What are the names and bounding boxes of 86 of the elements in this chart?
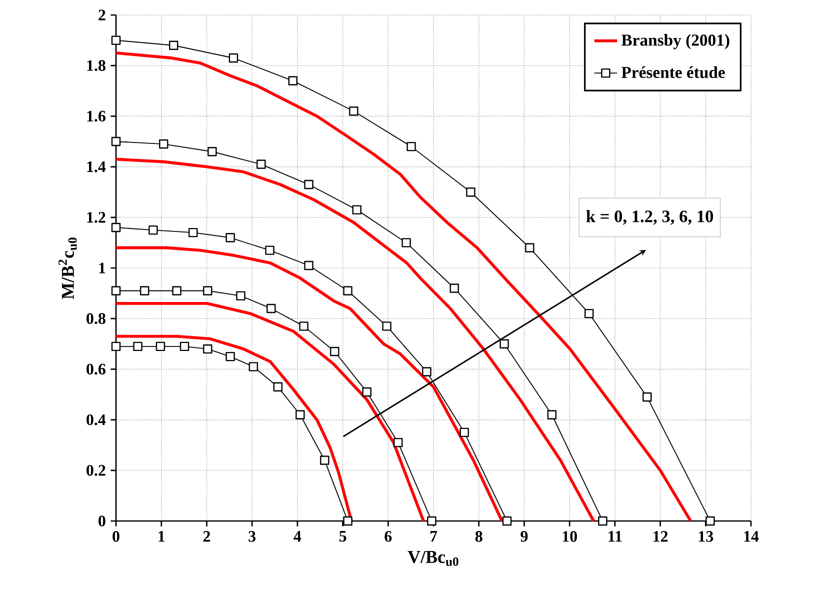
point: [208, 147, 217, 156]
point: [362, 387, 372, 397]
x-tick-label: 3: [248, 531, 256, 542]
y-tick-label: 0: [98, 516, 106, 526]
point: [642, 392, 652, 402]
y-tick-label: 1.4: [87, 161, 106, 172]
point: [236, 291, 246, 300]
x-tick-label: 1: [158, 531, 165, 542]
point: [256, 160, 266, 169]
annotation: k = 0, 1.2, 3, 6, 10: [586, 210, 714, 225]
x-tick-label: 7: [430, 531, 438, 542]
y-tick-label: 0.6: [86, 364, 106, 375]
y-tick-label: 0.2: [86, 464, 106, 476]
legend-label: Bransby (2001): [621, 34, 730, 50]
point: [382, 322, 392, 331]
point: [299, 322, 308, 331]
x-tick-label: 10: [562, 531, 577, 542]
point: [266, 304, 276, 314]
point: [140, 286, 150, 296]
point: [460, 428, 469, 438]
x-tick-label: 11: [608, 531, 622, 542]
x-tick-label: 8: [475, 531, 482, 542]
x-tick-label: 6: [384, 531, 392, 542]
point: [111, 286, 121, 296]
point: [525, 243, 534, 252]
legend-label: Présente étude: [621, 66, 725, 78]
point: [304, 260, 314, 270]
point: [547, 410, 556, 420]
x-tick-label: 4: [294, 531, 302, 542]
x-tick-label: 0: [112, 531, 120, 542]
point: [169, 40, 178, 50]
point: [502, 516, 512, 526]
point: [402, 238, 411, 248]
y-tick-label: 2: [98, 10, 106, 20]
point: [180, 342, 190, 352]
point: [172, 286, 182, 296]
point: [406, 142, 416, 152]
point: [111, 222, 121, 232]
point: [148, 225, 158, 235]
point: [349, 106, 358, 116]
point: [450, 284, 459, 293]
x-tick-label: 2: [203, 531, 210, 542]
x-tick-label: 13: [698, 531, 714, 542]
point: [466, 188, 476, 197]
y-tick-label: 1.2: [87, 212, 106, 223]
point: [159, 139, 168, 149]
y-tick-label: 1.8: [87, 60, 106, 72]
point: [598, 516, 608, 526]
y-axis-title: M/B$^{2}$c$_{u0}$: [58, 238, 77, 300]
point: [111, 342, 121, 352]
point: [156, 342, 166, 352]
point: [304, 180, 314, 190]
point: [288, 76, 298, 86]
x-tick-label: 12: [654, 531, 668, 542]
point: [111, 36, 121, 45]
point: [133, 342, 142, 352]
point: [248, 362, 258, 372]
point: [394, 438, 403, 448]
point: [296, 410, 305, 420]
x-tick-label: 9: [520, 531, 528, 542]
point: [422, 367, 432, 376]
point: [343, 516, 352, 526]
point: [352, 205, 362, 214]
point: [500, 339, 509, 348]
point: [427, 516, 436, 526]
x-tick-label: 14: [744, 531, 759, 542]
point: [320, 456, 330, 465]
x-axis-title: V/Bc$_{u0}$: [408, 550, 458, 566]
point: [226, 352, 235, 362]
point: [330, 346, 340, 356]
point: [343, 286, 352, 296]
point: [228, 53, 238, 63]
point: [226, 233, 235, 242]
point: [203, 286, 212, 296]
point: [265, 246, 274, 255]
y-tick-label: 0.4: [86, 414, 106, 426]
y-tick-label: 0.8: [86, 313, 106, 324]
point: [706, 516, 715, 526]
point: [111, 136, 121, 146]
y-tick-label: 1.6: [87, 110, 106, 122]
point: [584, 308, 594, 318]
point: [273, 382, 283, 392]
point: [203, 344, 212, 354]
y-tick-label: 1: [99, 262, 106, 274]
x-tick-label: 5: [339, 531, 346, 542]
point: [188, 228, 198, 238]
